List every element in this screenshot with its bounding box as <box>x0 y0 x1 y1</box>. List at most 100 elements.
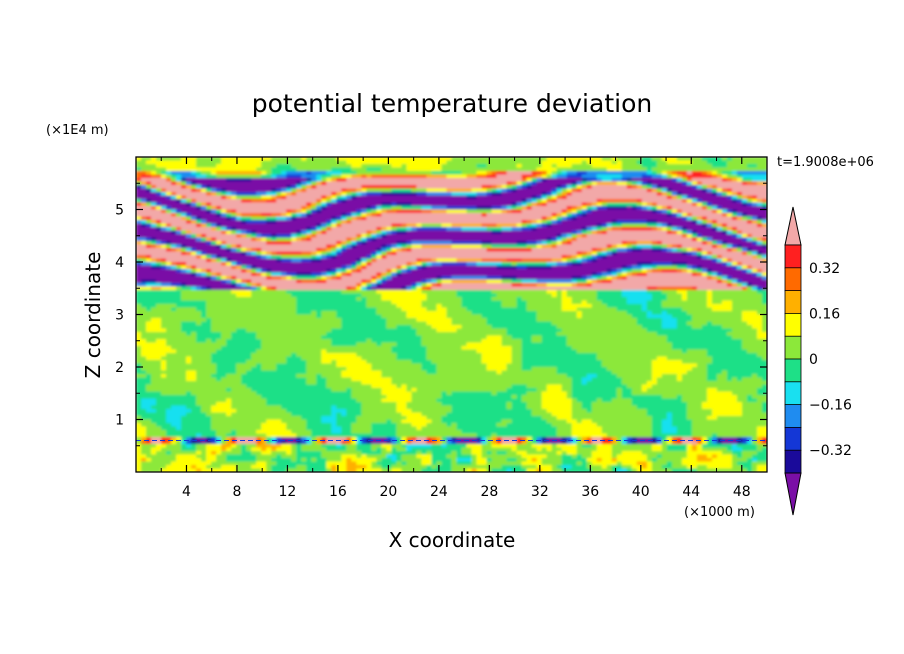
contour-cell <box>761 269 767 274</box>
contour-cell <box>681 360 713 365</box>
contour-cell <box>591 304 608 309</box>
contour-cell <box>691 216 698 221</box>
contour-cell <box>761 440 767 445</box>
contour-cell <box>536 440 543 445</box>
contour-cell <box>206 220 242 225</box>
contour-cell <box>411 286 418 291</box>
contour-cell <box>471 447 483 452</box>
contour-cell <box>396 458 403 463</box>
contour-cell <box>656 377 678 382</box>
contour-cell <box>406 241 413 246</box>
contour-cell <box>731 300 763 305</box>
contour-cell <box>711 269 743 274</box>
contour-cell <box>491 433 498 438</box>
contour-cell <box>351 423 372 428</box>
contour-cell <box>256 458 272 463</box>
contour-cell <box>566 293 598 298</box>
contour-cell <box>161 321 182 326</box>
contour-cell <box>551 258 563 263</box>
contour-cell <box>216 458 227 463</box>
contour-cell <box>726 192 733 197</box>
contour-cell <box>666 192 673 197</box>
contour-cells <box>136 157 767 472</box>
contour-cell <box>326 230 367 235</box>
contour-cell <box>761 321 767 326</box>
contour-cell <box>646 206 653 211</box>
contour-cell <box>136 454 147 459</box>
contour-cell <box>331 216 337 221</box>
contour-cell <box>166 328 182 333</box>
contour-cell <box>251 251 257 256</box>
contour-cell <box>556 416 573 421</box>
contour-cell <box>741 195 748 200</box>
contour-cell <box>486 248 533 253</box>
contour-cell <box>686 416 708 421</box>
contour-cell <box>396 447 408 452</box>
contour-cell <box>701 185 708 190</box>
contour-cell <box>456 451 463 456</box>
contour-cell <box>141 202 147 207</box>
contour-cell <box>661 188 668 193</box>
contour-cell <box>221 440 227 445</box>
contour-cell <box>591 440 603 445</box>
contour-cell <box>641 248 653 253</box>
contour-cell <box>671 468 698 472</box>
contour-cell <box>666 223 673 228</box>
contour-cell <box>376 209 382 214</box>
contour-cell <box>146 370 187 375</box>
contour-cell <box>381 230 387 235</box>
contour-cell <box>576 209 583 214</box>
contour-cell <box>561 384 573 389</box>
contour-cell <box>581 181 588 186</box>
contour-cell <box>536 178 543 183</box>
contour-cell <box>556 430 573 435</box>
contour-cell <box>321 437 327 442</box>
contour-cell <box>756 290 767 295</box>
contour-cell <box>606 367 653 372</box>
contour-cell <box>641 206 648 211</box>
contour-cell <box>706 349 748 354</box>
contour-cell <box>146 283 162 288</box>
contour-cell <box>331 269 337 274</box>
contour-cell <box>191 437 197 442</box>
contour-cell <box>311 458 317 463</box>
contour-cell <box>411 248 488 253</box>
contour-cell <box>706 185 713 190</box>
contour-cell <box>391 437 398 442</box>
contour-cell <box>136 265 152 270</box>
contour-cell <box>326 223 332 228</box>
contour-cell <box>281 444 292 449</box>
contour-cell <box>141 199 147 204</box>
contour-cell <box>691 202 698 207</box>
contour-cell <box>591 248 598 253</box>
contour-cell <box>591 227 598 232</box>
contour-cell <box>576 447 598 452</box>
contour-cell <box>411 388 418 393</box>
contour-cell <box>646 185 653 190</box>
contour-cell <box>696 251 703 256</box>
contour-cell <box>211 339 217 344</box>
contour-cell <box>546 199 553 204</box>
contour-cell <box>141 220 147 225</box>
contour-cell <box>206 251 242 256</box>
contour-cell <box>701 216 708 221</box>
contour-cell <box>501 227 513 232</box>
contour-cell <box>151 258 157 263</box>
contour-cell <box>326 244 332 249</box>
contour-cell <box>551 171 558 176</box>
contour-cell <box>246 234 252 239</box>
contour-cell <box>651 437 658 442</box>
contour-cell <box>541 164 553 169</box>
contour-cell <box>621 395 663 400</box>
contour-cell <box>296 297 357 302</box>
contour-cell <box>471 451 483 456</box>
contour-cell <box>746 321 763 326</box>
contour-cell <box>421 426 458 431</box>
contour-cell <box>731 265 738 270</box>
contour-cell <box>386 255 563 260</box>
contour-cell <box>626 185 633 190</box>
contour-cell <box>691 430 758 435</box>
contour-cell <box>276 188 282 193</box>
contour-cell <box>536 167 558 172</box>
